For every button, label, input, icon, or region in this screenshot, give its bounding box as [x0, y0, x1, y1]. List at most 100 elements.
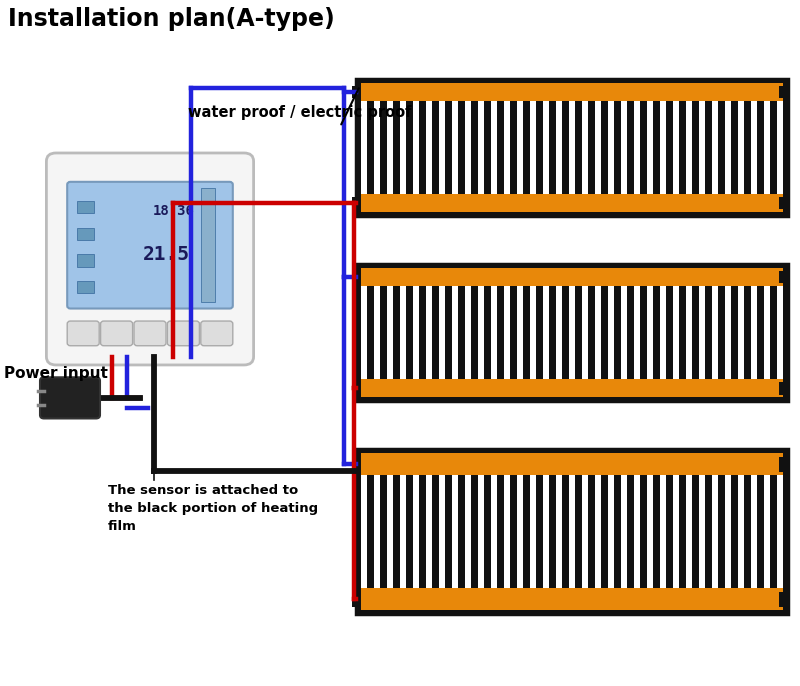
Bar [758, 475, 764, 589]
Text: The sensor is attached to
the black portion of heating
film: The sensor is attached to the black port… [108, 484, 318, 532]
FancyBboxPatch shape [67, 321, 99, 346]
Bar [432, 475, 438, 589]
Bar [779, 382, 788, 394]
Bar [361, 589, 783, 610]
Bar [575, 101, 582, 194]
Bar [666, 101, 673, 194]
Bar [588, 101, 594, 194]
FancyBboxPatch shape [201, 321, 233, 346]
Bar [640, 286, 646, 379]
Bar [627, 101, 634, 194]
Bar [523, 101, 530, 194]
Bar [679, 101, 686, 194]
Bar [380, 475, 386, 589]
Bar [361, 268, 783, 286]
Bar [602, 475, 608, 589]
Bar [679, 475, 686, 589]
Bar [367, 475, 374, 589]
Bar [394, 101, 400, 194]
Bar [352, 197, 360, 209]
Bar [361, 453, 783, 475]
Bar [446, 475, 452, 589]
Bar [770, 286, 777, 379]
Bar [419, 286, 426, 379]
Bar [770, 101, 777, 194]
Bar [731, 475, 738, 589]
Bar [352, 457, 360, 472]
FancyBboxPatch shape [40, 377, 100, 418]
Bar [361, 194, 783, 212]
Bar [484, 101, 490, 194]
Text: °c: °c [206, 238, 215, 248]
Bar [744, 101, 750, 194]
Bar [498, 101, 504, 194]
Bar [654, 286, 660, 379]
Bar [361, 453, 783, 610]
Bar [718, 101, 725, 194]
Bar [602, 101, 608, 194]
Bar [471, 101, 478, 194]
Bar [352, 86, 360, 98]
Bar [550, 475, 556, 589]
Bar [562, 286, 569, 379]
Bar [77, 228, 94, 240]
Bar [367, 286, 374, 379]
Bar [394, 286, 400, 379]
Bar [575, 286, 582, 379]
Text: 18:36: 18:36 [153, 204, 195, 218]
Bar [77, 281, 94, 293]
Bar [361, 379, 783, 397]
Bar [779, 197, 788, 209]
Bar [718, 286, 725, 379]
Bar [706, 286, 712, 379]
Bar [432, 101, 438, 194]
Bar [77, 201, 94, 213]
Bar [562, 475, 569, 589]
Bar [361, 268, 783, 397]
Bar [758, 286, 764, 379]
Bar [575, 475, 582, 589]
Bar [614, 101, 621, 194]
Bar [380, 286, 386, 379]
Bar [536, 286, 542, 379]
Bar [536, 475, 542, 589]
Bar [498, 286, 504, 379]
Bar [419, 101, 426, 194]
Bar [706, 475, 712, 589]
Text: water proof / electric proof: water proof / electric proof [188, 105, 411, 120]
Bar [779, 457, 788, 472]
Bar [406, 475, 413, 589]
Bar [718, 475, 725, 589]
Bar [356, 264, 788, 401]
FancyBboxPatch shape [46, 153, 254, 365]
Bar [361, 83, 783, 212]
Bar [758, 101, 764, 194]
Bar [484, 286, 490, 379]
Bar [536, 101, 542, 194]
Bar [640, 475, 646, 589]
Bar [419, 475, 426, 589]
Text: Installation plan(A-type): Installation plan(A-type) [8, 7, 334, 31]
Bar [367, 101, 374, 194]
Bar [471, 475, 478, 589]
Bar [550, 101, 556, 194]
Bar [779, 271, 788, 283]
Bar [602, 286, 608, 379]
Bar [562, 101, 569, 194]
FancyBboxPatch shape [67, 182, 233, 309]
Bar [510, 286, 517, 379]
Bar [406, 286, 413, 379]
Bar [352, 591, 360, 606]
Bar [731, 101, 738, 194]
Bar [627, 286, 634, 379]
Bar [498, 475, 504, 589]
Bar [654, 475, 660, 589]
Bar [510, 101, 517, 194]
FancyBboxPatch shape [134, 321, 166, 346]
Bar [588, 286, 594, 379]
Bar [432, 286, 438, 379]
Bar [692, 475, 698, 589]
Bar [654, 101, 660, 194]
Bar [588, 475, 594, 589]
Bar [446, 286, 452, 379]
